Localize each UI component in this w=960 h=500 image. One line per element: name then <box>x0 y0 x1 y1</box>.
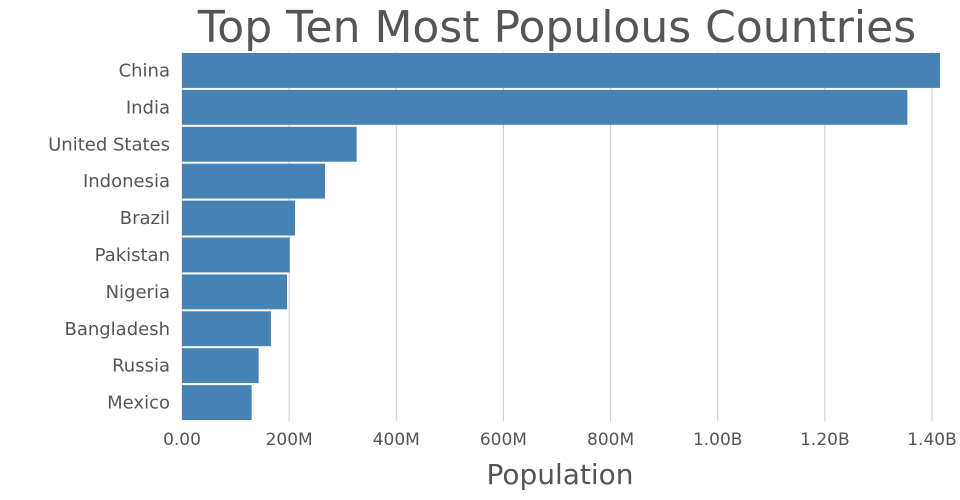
bar <box>182 126 357 162</box>
category-label: Nigeria <box>106 282 170 303</box>
x-tick-labels: 0.00 200M 400M 600M 800M 1.00B 1.20B 1.40B <box>163 430 957 450</box>
category-label: Russia <box>112 356 170 377</box>
category-label: United States <box>48 134 170 155</box>
x-tick-label: 800M <box>587 430 634 450</box>
bar <box>182 237 290 273</box>
bar <box>182 348 259 384</box>
x-tick-label: 400M <box>373 430 420 450</box>
x-axis-label: Population <box>486 458 633 491</box>
category-label: Bangladesh <box>64 319 170 340</box>
x-tick-label: 200M <box>266 430 313 450</box>
bar <box>182 200 296 236</box>
x-tick-label: 600M <box>480 430 527 450</box>
chart-title: Top Ten Most Populous Countries <box>197 2 916 53</box>
category-label: Mexico <box>107 393 170 414</box>
bar <box>182 311 271 347</box>
category-label: Indonesia <box>83 171 170 192</box>
x-tick-label: 1.40B <box>907 430 957 450</box>
bar <box>182 385 252 420</box>
x-tick-label: 0.00 <box>163 430 201 450</box>
category-label: Pakistan <box>95 245 170 266</box>
category-labels: China India United States Indonesia Brazil Pa… <box>48 60 170 413</box>
bar <box>182 274 287 310</box>
x-tick-label: 1.00B <box>693 430 743 450</box>
category-label: India <box>126 97 170 118</box>
bar <box>182 89 908 125</box>
x-tick-label: 1.20B <box>800 430 850 450</box>
category-label: China <box>119 60 170 81</box>
bar <box>182 53 941 88</box>
category-label: Brazil <box>120 208 170 229</box>
bar <box>182 163 326 199</box>
bars <box>182 53 941 420</box>
